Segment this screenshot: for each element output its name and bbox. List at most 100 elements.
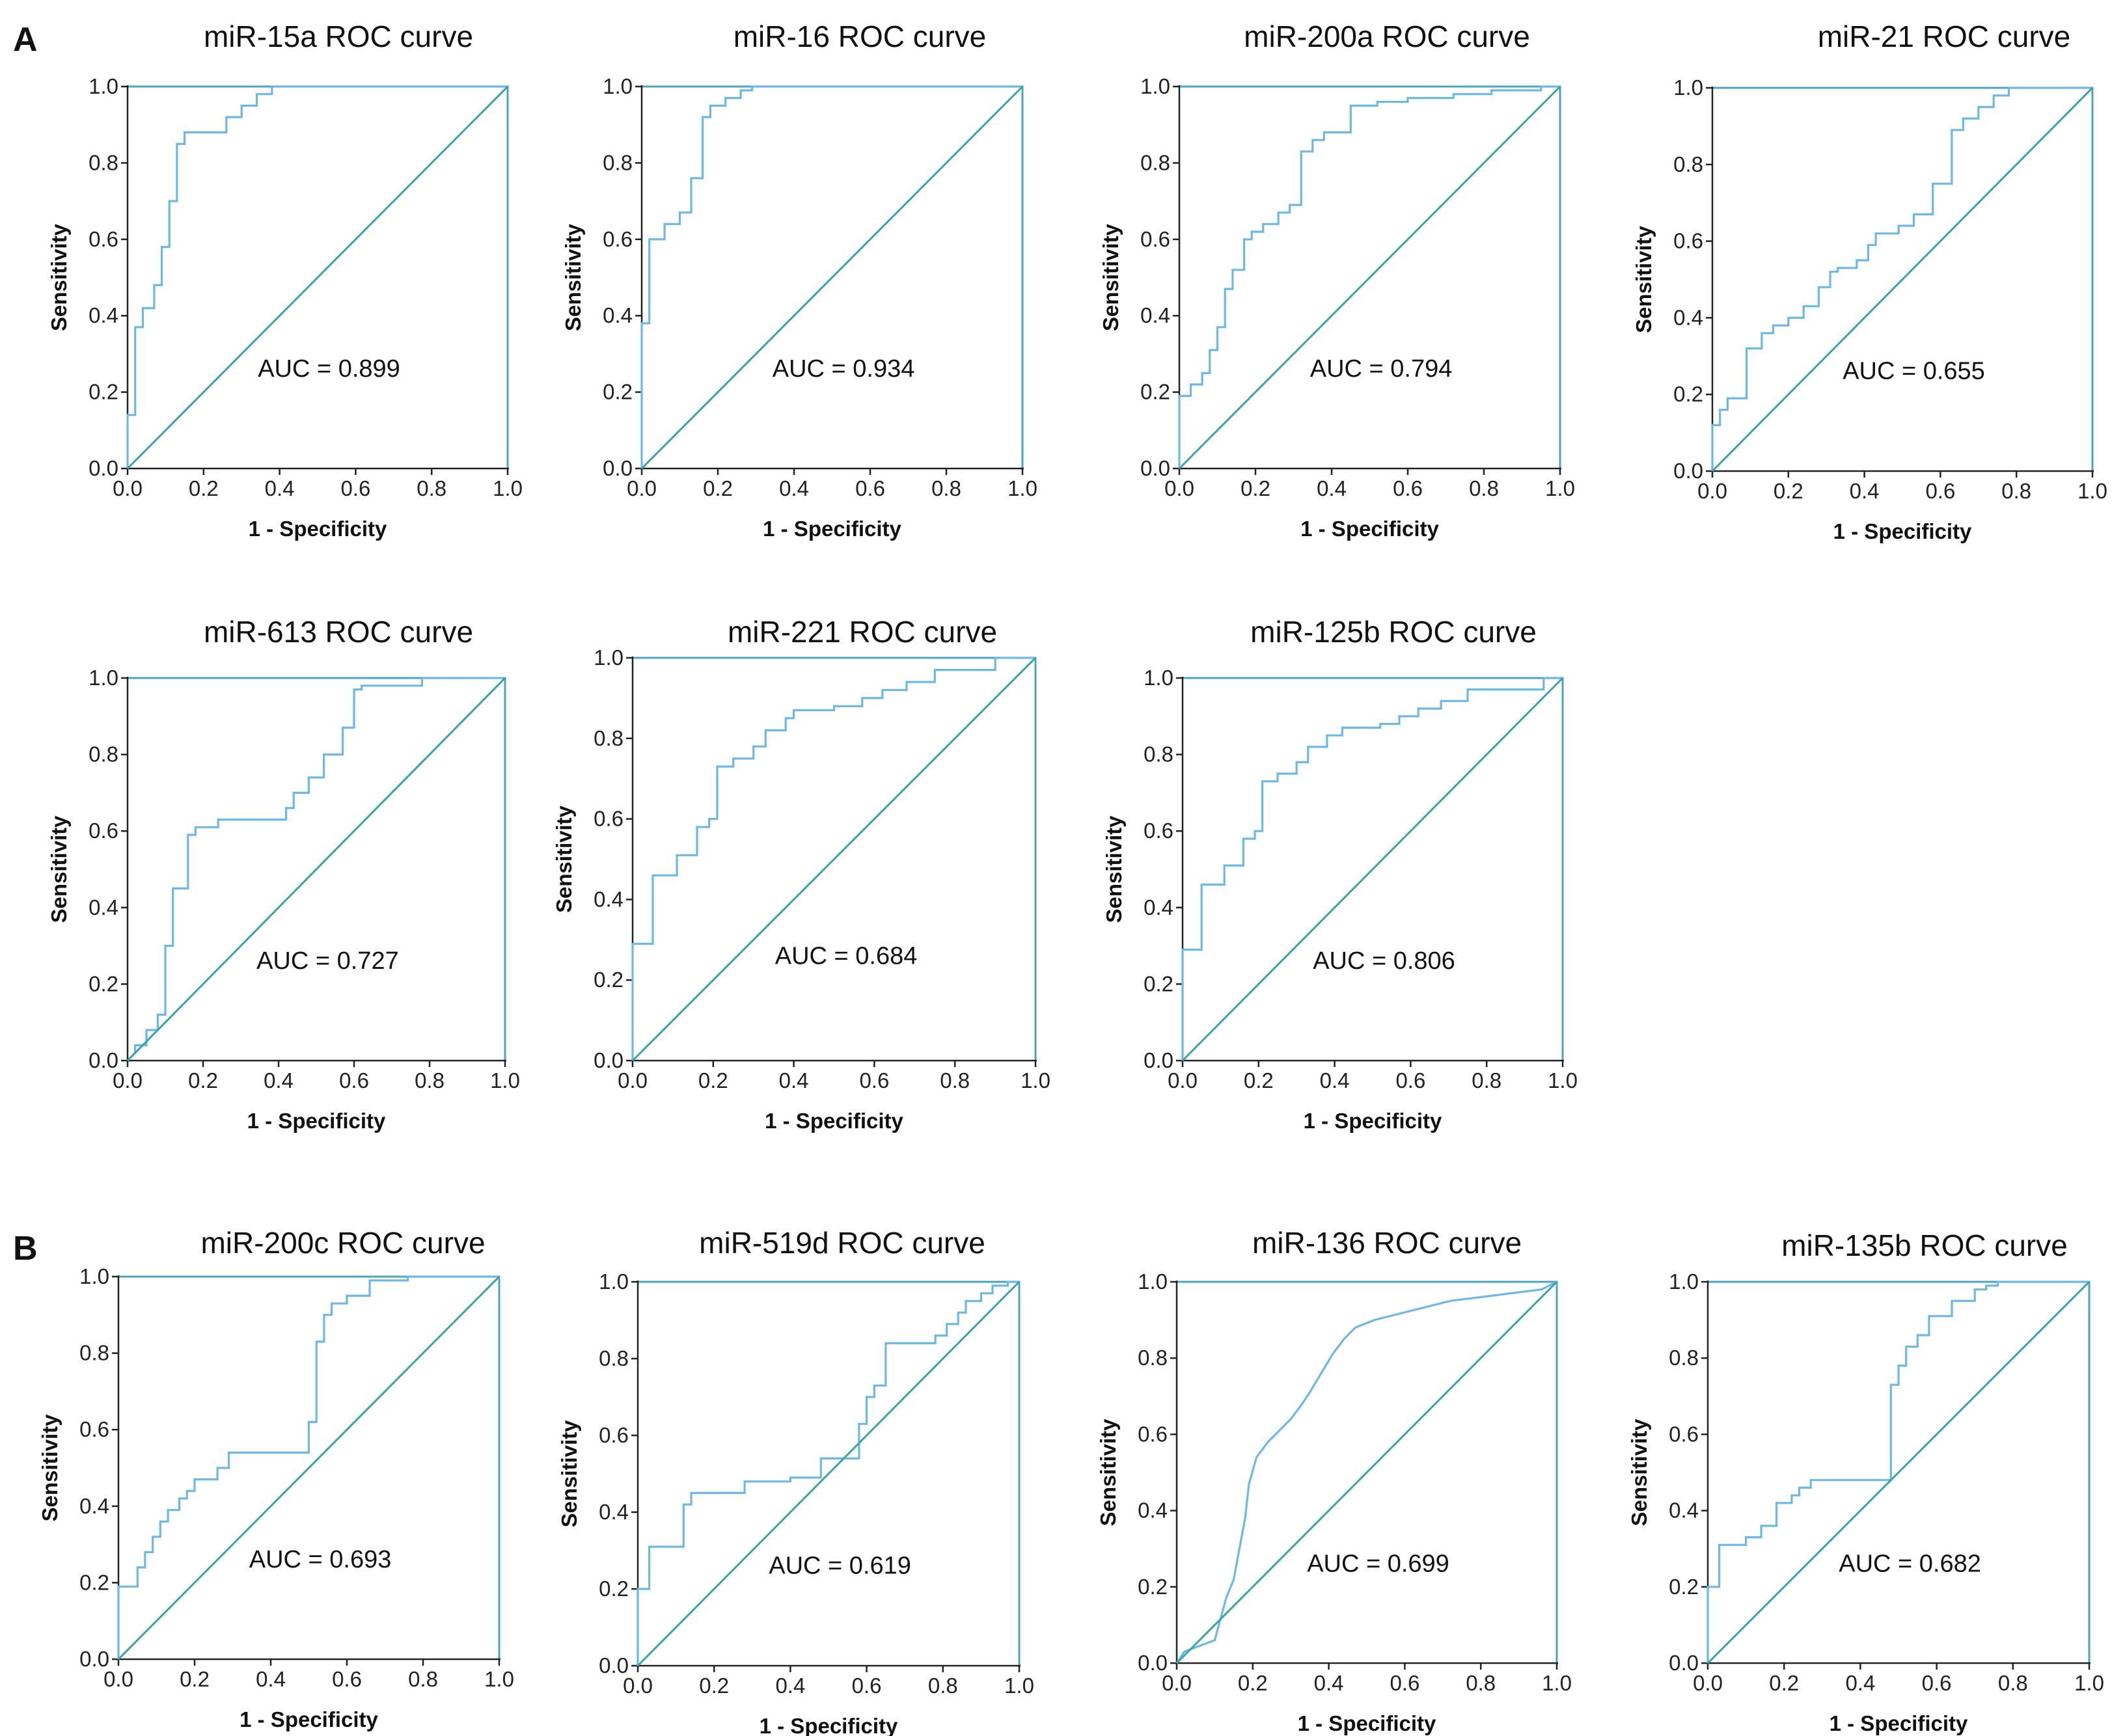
x-tick-label: 0.0 — [1162, 1671, 1192, 1695]
x-tick-label: 1.0 — [1542, 1671, 1572, 1695]
y-axis-label: Sensitivity — [1099, 223, 1123, 331]
y-axis-label: Sensitivity — [38, 1414, 62, 1522]
y-tick-label: 0.8 — [1669, 1346, 1699, 1370]
y-tick-label: 1.0 — [79, 1264, 109, 1288]
y-tick-label: 0.6 — [594, 807, 624, 831]
x-tick-label: 0.6 — [859, 1068, 889, 1092]
y-tick-label: 0.6 — [89, 227, 118, 251]
x-tick-label: 1.0 — [2077, 479, 2107, 503]
x-tick-label: 0.6 — [340, 476, 370, 500]
y-tick-label: 0.4 — [594, 887, 624, 911]
y-tick-label: 0.2 — [599, 1577, 629, 1601]
y-axis-label: Sensitivity — [1096, 1418, 1120, 1526]
roc-chart-11: miR-135b ROC curve 0.0 0.2 0.4 0.6 0.8 1.0 0.0 0… — [1627, 1228, 2104, 1735]
y-tick-label: 0.2 — [594, 968, 624, 992]
auc-label: AUC = 0.727 — [256, 947, 399, 975]
y-tick-label: 1.0 — [1144, 666, 1173, 690]
auc-label: AUC = 0.794 — [1310, 355, 1453, 383]
panel-b-letter: B — [13, 1230, 38, 1268]
x-tick-label: 1.0 — [2074, 1671, 2104, 1695]
x-tick-label: 0.8 — [1472, 1068, 1501, 1092]
reference-diagonal-line — [126, 85, 509, 470]
y-tick-label: 0.2 — [603, 380, 633, 404]
y-tick-label: 1.0 — [599, 1269, 629, 1294]
x-tick-label: 0.2 — [1774, 479, 1803, 503]
x-axis-label: 1 - Specificity — [1300, 517, 1439, 541]
x-tick-label: 0.6 — [1925, 479, 1955, 503]
roc-curve-line — [631, 657, 1035, 1061]
y-tick-label: 1.0 — [1669, 1269, 1699, 1294]
x-tick-label: 0.4 — [1845, 1671, 1875, 1695]
y-tick-label: 0.6 — [1673, 229, 1703, 253]
x-axis-label: 1 - Specificity — [240, 1707, 378, 1731]
x-tick-label: 0.6 — [1390, 1671, 1419, 1695]
chart-title: miR-125b ROC curve — [1250, 615, 1537, 649]
x-axis-label: 1 - Specificity — [1833, 519, 1972, 543]
y-tick-label: 1.0 — [1140, 74, 1170, 98]
x-tick-label: 0.2 — [1244, 1068, 1274, 1092]
x-tick-label: 0.4 — [1850, 479, 1880, 503]
y-tick-label: 0.8 — [599, 1346, 629, 1370]
x-tick-label: 0.8 — [928, 1674, 958, 1698]
x-axis-label: 1 - Specificity — [249, 517, 387, 541]
x-tick-label: 0.0 — [1168, 1068, 1198, 1092]
y-tick-label: 1.0 — [1138, 1269, 1168, 1294]
y-tick-label: 0.8 — [79, 1341, 109, 1365]
auc-label: AUC = 0.899 — [258, 355, 400, 383]
x-tick-label: 1.0 — [1021, 1068, 1050, 1092]
y-tick-label: 0.4 — [1669, 1499, 1699, 1523]
x-tick-label: 1.0 — [1548, 1068, 1578, 1092]
y-tick-label: 0.4 — [603, 303, 633, 327]
x-tick-label: 0.8 — [2001, 479, 2031, 503]
y-tick-label: 0.2 — [1669, 1575, 1699, 1599]
y-tick-label: 0.4 — [79, 1494, 109, 1518]
y-tick-label: 0.0 — [89, 1048, 118, 1072]
x-tick-label: 0.8 — [415, 1068, 445, 1092]
x-tick-label: 0.8 — [1998, 1671, 2028, 1695]
x-tick-label: 0.4 — [779, 1068, 809, 1092]
x-tick-label: 0.4 — [1317, 476, 1347, 500]
x-tick-label: 0.6 — [852, 1674, 882, 1698]
reference-diagonal-line — [640, 85, 1024, 470]
y-tick-label: 0.4 — [1140, 303, 1170, 327]
y-tick-label: 0.4 — [599, 1500, 629, 1524]
roc-curve-line — [1181, 677, 1563, 1061]
x-tick-label: 0.4 — [779, 476, 809, 500]
chart-title: miR-200c ROC curve — [200, 1226, 485, 1260]
x-tick-label: 1.0 — [490, 1068, 520, 1092]
roc-curve-line — [1178, 85, 1560, 468]
y-tick-label: 0.6 — [1140, 227, 1170, 251]
y-tick-label: 0.0 — [1669, 1651, 1699, 1675]
y-tick-label: 0.4 — [89, 895, 118, 919]
y-tick-label: 0.8 — [1140, 150, 1170, 174]
x-tick-label: 0.6 — [1395, 1068, 1425, 1092]
x-tick-label: 0.0 — [1693, 1671, 1723, 1695]
x-tick-label: 0.8 — [1469, 476, 1499, 500]
y-tick-label: 0.6 — [89, 819, 118, 843]
x-tick-label: 1.0 — [484, 1667, 514, 1691]
roc-curve-line — [1175, 1281, 1557, 1664]
x-tick-label: 0.2 — [189, 476, 219, 500]
x-tick-label: 0.0 — [113, 476, 143, 500]
y-tick-label: 0.0 — [1673, 459, 1703, 483]
y-axis-label: Sensitivity — [557, 1420, 581, 1528]
x-tick-label: 0.4 — [256, 1667, 286, 1691]
x-axis-label: 1 - Specificity — [763, 517, 901, 541]
y-tick-label: 0.4 — [1138, 1499, 1168, 1523]
roc-curve-line — [1707, 1281, 2089, 1663]
y-tick-label: 0.6 — [1669, 1422, 1699, 1446]
x-axis-label: 1 - Specificity — [1304, 1109, 1442, 1133]
chart-title: miR-135b ROC curve — [1781, 1228, 2068, 1262]
y-tick-label: 1.0 — [89, 74, 118, 98]
auc-label: AUC = 0.806 — [1313, 947, 1455, 975]
chart-title: miR-519d ROC curve — [699, 1226, 985, 1260]
y-tick-label: 0.6 — [603, 227, 633, 251]
x-tick-label: 0.2 — [180, 1667, 210, 1691]
y-tick-label: 1.0 — [89, 666, 118, 690]
roc-curve-line — [1711, 87, 2092, 471]
y-tick-label: 0.4 — [1144, 895, 1173, 919]
y-tick-label: 0.8 — [594, 726, 624, 750]
auc-label: AUC = 0.619 — [769, 1552, 911, 1579]
chart-title: miR-221 ROC curve — [728, 615, 997, 649]
